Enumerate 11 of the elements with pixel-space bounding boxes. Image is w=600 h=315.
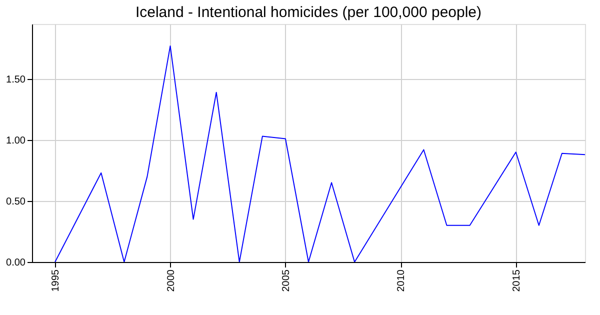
x-tick-label: 2000 [166, 269, 177, 292]
y-tick-label: 0.00 [6, 258, 26, 268]
line-series [54, 45, 585, 262]
x-tick-label: 1995 [50, 269, 62, 292]
x-tick-label: 2010 [396, 269, 408, 292]
y-tick-label: 1.50 [6, 74, 26, 86]
x-tick-label: 2015 [511, 269, 522, 292]
y-tick-label: 1.00 [6, 135, 26, 146]
x-tick-label: 2005 [280, 269, 292, 292]
y-tick-label: 0.50 [6, 196, 26, 208]
chart-title: Iceland - Intentional homicides (per 100,000 people) [135, 4, 482, 21]
